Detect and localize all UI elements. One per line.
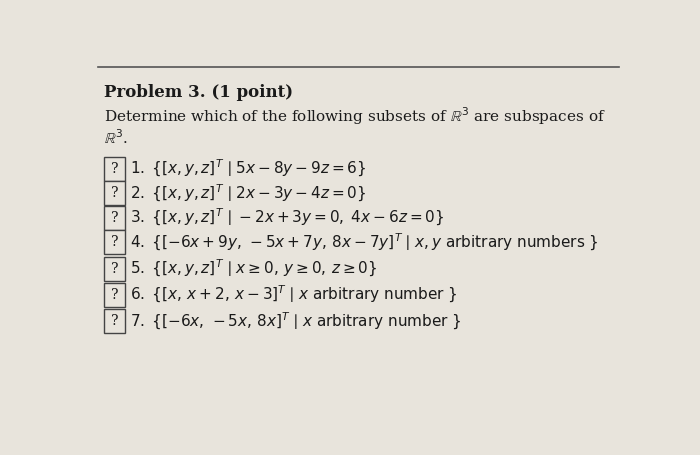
Text: ?: ? (111, 288, 118, 302)
Text: ?: ? (111, 211, 118, 225)
Text: $2.\;\{[x,y,z]^T \mid 2x - 3y - 4z = 0\}$: $2.\;\{[x,y,z]^T \mid 2x - 3y - 4z = 0\}… (130, 183, 366, 204)
Text: $3.\;\{[x,y,z]^T \mid -2x + 3y = 0,\; 4x - 6z = 0\}$: $3.\;\{[x,y,z]^T \mid -2x + 3y = 0,\; 4x… (130, 207, 444, 228)
Text: ?: ? (111, 314, 118, 328)
Text: $6.\;\{[x,\,x+2,\,x-3]^T \mid x\text{ arbitrary number }\}$: $6.\;\{[x,\,x+2,\,x-3]^T \mid x\text{ ar… (130, 284, 458, 305)
FancyBboxPatch shape (104, 157, 125, 181)
Text: $1.\;\{[x,y,z]^T \mid 5x - 8y - 9z = 6\}$: $1.\;\{[x,y,z]^T \mid 5x - 8y - 9z = 6\}… (130, 158, 366, 179)
Text: ?: ? (111, 162, 118, 176)
Text: ?: ? (111, 262, 118, 276)
Text: $7.\;\{[-6x,\,-5x,\,8x]^T \mid x\text{ arbitrary number }\}$: $7.\;\{[-6x,\,-5x,\,8x]^T \mid x\text{ a… (130, 311, 461, 332)
Text: ?: ? (111, 187, 118, 200)
FancyBboxPatch shape (104, 182, 125, 205)
FancyBboxPatch shape (104, 309, 125, 333)
FancyBboxPatch shape (104, 283, 125, 307)
Text: $5.\;\{[x,y,z]^T \mid x \geq 0,\, y \geq 0,\, z \geq 0\}$: $5.\;\{[x,y,z]^T \mid x \geq 0,\, y \geq… (130, 258, 377, 279)
FancyBboxPatch shape (104, 257, 125, 281)
Text: ?: ? (111, 235, 118, 249)
Text: $\mathbb{R}^3$.: $\mathbb{R}^3$. (104, 128, 127, 147)
Text: Determine which of the following subsets of $\mathbb{R}^3$ are subspaces of: Determine which of the following subsets… (104, 106, 606, 127)
Text: Problem 3. (1 point): Problem 3. (1 point) (104, 84, 293, 101)
FancyBboxPatch shape (104, 206, 125, 230)
FancyBboxPatch shape (104, 231, 125, 254)
Text: $4.\;\{[-6x+9y,\,-5x+7y,\,8x-7y]^T \mid x,y\text{ arbitrary numbers }\}$: $4.\;\{[-6x+9y,\,-5x+7y,\,8x-7y]^T \mid … (130, 232, 598, 253)
